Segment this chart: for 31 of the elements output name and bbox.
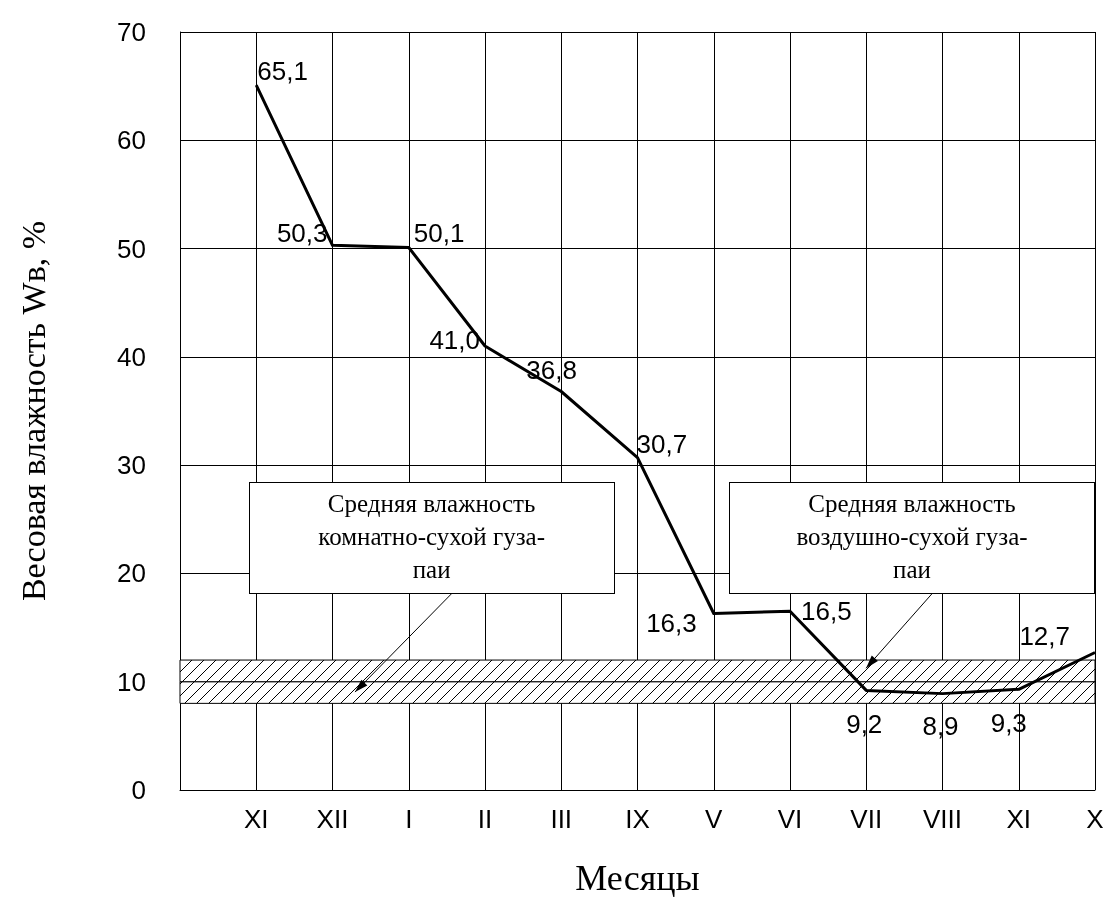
x-tick-label: X bbox=[1086, 804, 1104, 834]
y-tick-label: 20 bbox=[117, 558, 146, 589]
y-tick-label: 50 bbox=[117, 233, 146, 264]
text: 50,1 bbox=[413, 218, 465, 249]
band-label: Средняя влажность комнатно-сухой гуза-паи bbox=[248, 482, 615, 595]
text: 12,7 bbox=[1019, 621, 1070, 652]
x-tick-label: VIII bbox=[922, 804, 963, 834]
x-tick-label: XI bbox=[1006, 804, 1032, 834]
y-tick-label: 10 bbox=[117, 666, 146, 697]
x-tick-label: VII bbox=[850, 804, 883, 834]
text: 16,3 bbox=[646, 608, 697, 639]
x-tick-label: II bbox=[477, 804, 493, 834]
x-tick-label: XI bbox=[243, 804, 269, 834]
band-label: Средняя влажность воздушно-сухой гуза-паи bbox=[729, 482, 1095, 595]
text: 16,5 bbox=[801, 596, 852, 627]
text: 65,1 bbox=[257, 56, 308, 87]
x-tick-label: V bbox=[705, 804, 724, 834]
x-tick-label: I bbox=[405, 804, 413, 834]
x-tick-label: XII bbox=[316, 804, 349, 834]
y-tick-label: 30 bbox=[117, 450, 146, 481]
y-tick-label: 0 bbox=[131, 775, 146, 805]
x-tick-label: III bbox=[550, 804, 573, 834]
y-tick-label: 40 bbox=[117, 341, 146, 372]
x-tick-label: VI bbox=[777, 804, 803, 834]
text: 30,7 bbox=[636, 428, 688, 459]
x-axis-title: Месяцы bbox=[575, 858, 700, 898]
x-tick-label: IX bbox=[625, 804, 650, 834]
y-tick-label: 60 bbox=[117, 125, 146, 156]
callout: Средняя влажность комнатно-сухой гуза-паи bbox=[248, 482, 615, 695]
y-axis-title: Весовая влажность Wв, % bbox=[14, 220, 52, 602]
y-tick-label: 70 bbox=[117, 17, 146, 47]
